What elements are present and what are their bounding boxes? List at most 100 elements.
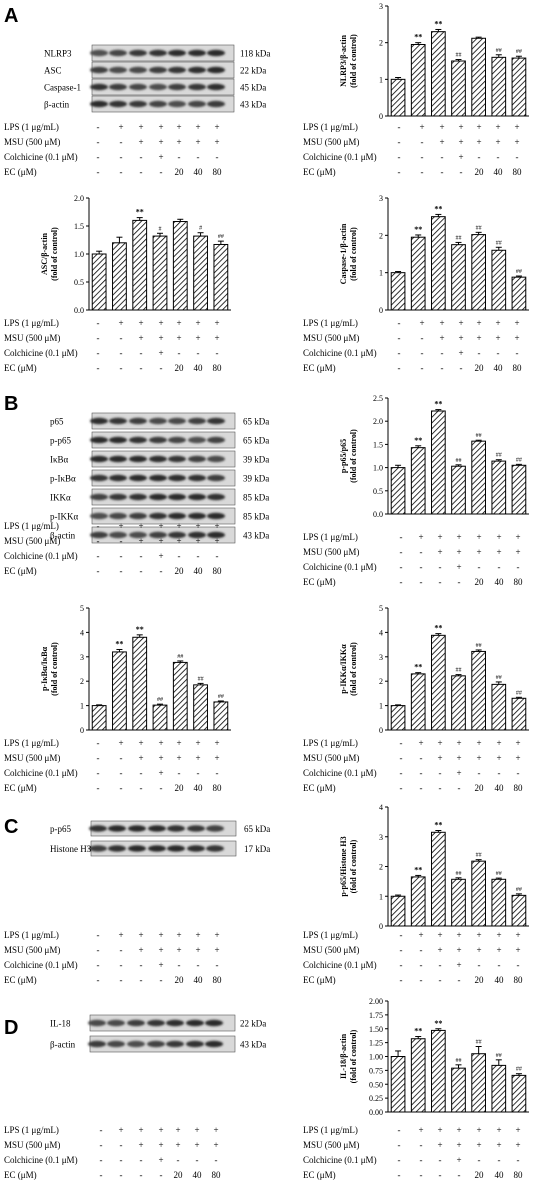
treatment-cell: - <box>120 753 123 763</box>
panel-label-c: C <box>4 816 18 838</box>
treatment-row-label: MSU (500 μM) <box>4 536 60 546</box>
treatment-cell: - <box>97 152 100 162</box>
treatment-cell: + <box>214 536 219 546</box>
treatment-cell: - <box>160 783 163 793</box>
significance-marker: ** <box>414 663 422 672</box>
treatment-cell: + <box>418 738 423 748</box>
treatment-cell: - <box>400 960 403 970</box>
treatment-row-label: LPS (1 μg/mL) <box>303 1125 358 1135</box>
bar <box>491 878 507 927</box>
treatment-cell: + <box>176 536 181 546</box>
protein-label: p-IKKα <box>50 512 78 522</box>
treatment-cell: + <box>175 1125 180 1135</box>
bar <box>451 244 466 311</box>
bar <box>491 683 507 731</box>
blot-band <box>90 455 108 463</box>
treatment-cell: + <box>437 1125 442 1135</box>
treatment-cell: - <box>216 960 219 970</box>
blot-band <box>109 417 127 425</box>
treatment-table: LPS (1 μg/mL) - + + + + + + MSU (500 μM) - - + + + + + C… <box>303 318 522 373</box>
significance-marker: ## <box>496 871 502 877</box>
treatment-cell: + <box>138 521 143 531</box>
treatment-cell: - <box>441 348 444 358</box>
treatment-cell: - <box>160 975 163 985</box>
treatment-cell: - <box>177 1155 180 1165</box>
treatment-cell: - <box>458 577 461 587</box>
blot-band <box>149 474 167 482</box>
treatment-cell: - <box>97 167 100 177</box>
treatment-cell: - <box>97 333 100 343</box>
treatment-cell: - <box>120 1155 123 1165</box>
treatment-cell: - <box>178 551 181 561</box>
y-tick-label: 1 <box>379 892 383 901</box>
treatment-cell: - <box>120 152 123 162</box>
treatment-cell: + <box>439 333 444 343</box>
kda-label: 85 kDa <box>243 512 269 522</box>
treatment-cell: 20 <box>475 783 485 793</box>
treatment-cell: - <box>216 551 219 561</box>
blot-band <box>207 474 225 482</box>
treatment-cell: - <box>97 536 100 546</box>
significance-marker: ## <box>516 457 522 463</box>
significance-marker: ## <box>496 48 502 54</box>
treatment-cell: - <box>420 1140 423 1150</box>
treatment-cell: - <box>400 930 403 940</box>
y-tick-label: 1.0 <box>74 250 84 259</box>
treatment-cell: 40 <box>495 1170 505 1180</box>
treatment-cell: 80 <box>514 1170 524 1180</box>
y-tick-label: 1.5 <box>74 222 84 231</box>
treatment-row-label: Colchicine (0.1 μM) <box>4 960 78 970</box>
blot-band <box>108 825 126 832</box>
significance-marker: ## <box>218 694 224 700</box>
treatment-table: LPS (1 μg/mL) - + + + + + + MSU (500 μM) - - + + + + + C… <box>4 738 222 793</box>
protein-label: Caspase-1 <box>44 83 81 93</box>
treatment-cell: - <box>120 1140 123 1150</box>
kda-label: 65 kDa <box>243 417 269 427</box>
treatment-cell: + <box>418 532 423 542</box>
treatment-cell: - <box>97 738 100 748</box>
treatment-cell: - <box>398 1155 401 1165</box>
blot-band <box>90 512 108 520</box>
treatment-cell: + <box>496 738 501 748</box>
blot-band <box>107 1040 125 1048</box>
treatment-cell: - <box>140 167 143 177</box>
treatment-cell: - <box>421 363 424 373</box>
y-axis-label-line: NLRP3/β-actin <box>339 35 348 87</box>
treatment-row-label: Colchicine (0.1 μM) <box>303 152 377 162</box>
y-axis-label-line: (fold of control) <box>349 227 358 281</box>
blot-band <box>207 49 225 57</box>
treatment-cell: - <box>420 562 423 572</box>
bar <box>390 78 406 117</box>
y-axis-label-line: (fold of control) <box>349 642 358 696</box>
blot-band <box>89 825 107 832</box>
bar-chart: 0 1 2 3 4 5 p-IκBα/IκBα(fold of control) ** ** ##… <box>40 604 231 735</box>
kda-label: 39 kDa <box>243 455 269 465</box>
blot-band <box>90 83 108 91</box>
treatment-cell: + <box>456 1155 461 1165</box>
treatment-cell: 80 <box>213 363 223 373</box>
treatment-cell: 20 <box>175 566 185 576</box>
blot-band <box>128 845 146 852</box>
treatment-cell: - <box>498 562 501 572</box>
treatment-cell: + <box>176 318 181 328</box>
protein-label: p65 <box>50 417 64 427</box>
treatment-cell: - <box>197 551 200 561</box>
bar <box>471 860 486 927</box>
treatment-cell: + <box>458 318 463 328</box>
significance-marker: # <box>199 226 202 232</box>
treatment-row-label: LPS (1 μg/mL) <box>303 532 358 542</box>
treatment-cell: 40 <box>495 975 505 985</box>
protein-label: ASC <box>44 66 62 76</box>
treatment-row-label: LPS (1 μg/mL) <box>4 318 59 328</box>
treatment-cell: - <box>398 1170 401 1180</box>
y-axis-label: p-IKKα/IKKα(fold of control) <box>339 642 358 696</box>
treatment-cell: + <box>456 1125 461 1135</box>
treatment-cell: + <box>515 1140 520 1150</box>
bar <box>511 697 527 731</box>
treatment-cell: + <box>158 122 163 132</box>
treatment-cell: - <box>160 167 163 177</box>
bar <box>410 447 426 515</box>
western-blots: NLRP3 118 kDa ASC 22 kDa Caspase-1 45 kDa β-ac… <box>44 44 270 1053</box>
treatment-cell: + <box>118 930 123 940</box>
treatment-cell: + <box>176 122 181 132</box>
